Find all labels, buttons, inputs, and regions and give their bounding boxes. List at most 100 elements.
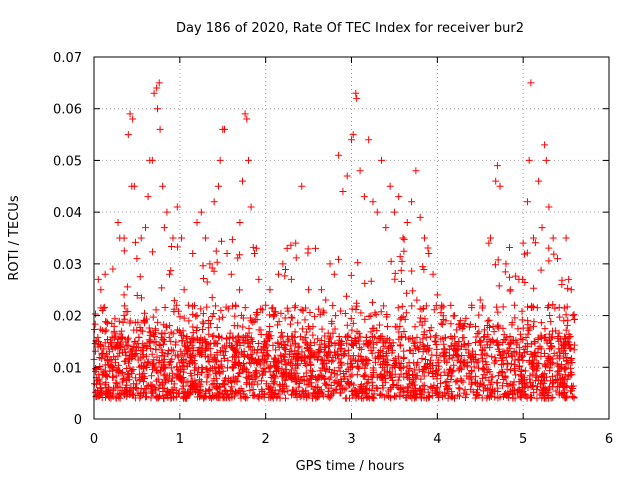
- data-point: [434, 356, 442, 364]
- data-point: [395, 193, 403, 201]
- data-point: [112, 342, 120, 350]
- data-point: [122, 308, 130, 316]
- data-point: [570, 393, 578, 401]
- data-point: [223, 250, 231, 258]
- data-point: [359, 383, 367, 391]
- data-point: [357, 309, 365, 317]
- data-point: [484, 385, 492, 393]
- data-point: [507, 340, 515, 348]
- data-point: [548, 380, 556, 388]
- data-point: [343, 321, 351, 329]
- data-point: [94, 275, 102, 283]
- data-point: [254, 308, 262, 316]
- data-point: [262, 301, 270, 309]
- data-point: [172, 393, 180, 401]
- data-point: [494, 388, 502, 396]
- data-point: [560, 354, 568, 362]
- data-point: [180, 286, 188, 294]
- data-point: [555, 303, 563, 311]
- data-point: [192, 312, 200, 320]
- data-point: [257, 305, 265, 313]
- data-point: [108, 340, 116, 348]
- data-point: [335, 332, 343, 340]
- data-point: [396, 322, 404, 330]
- data-point: [311, 313, 319, 321]
- data-point: [365, 312, 373, 320]
- data-point: [353, 94, 361, 102]
- data-point: [511, 356, 519, 364]
- data-point: [291, 339, 299, 347]
- data-point: [190, 357, 198, 365]
- data-point: [369, 371, 377, 379]
- data-point: [236, 218, 244, 226]
- data-point: [547, 344, 555, 352]
- data-point: [142, 389, 150, 397]
- data-point: [196, 336, 204, 344]
- data-point: [239, 323, 247, 331]
- data-point: [570, 315, 578, 323]
- data-point: [198, 348, 206, 356]
- data-point: [109, 265, 117, 273]
- data-point: [261, 355, 269, 363]
- data-point: [348, 360, 356, 368]
- data-point: [200, 393, 208, 401]
- data-points: [90, 79, 578, 402]
- data-point: [408, 267, 416, 275]
- data-point: [350, 381, 358, 389]
- data-point: [91, 320, 99, 328]
- data-point: [208, 294, 216, 302]
- data-point: [272, 308, 280, 316]
- data-point: [356, 344, 364, 352]
- data-point: [369, 298, 377, 306]
- data-point: [439, 303, 447, 311]
- data-point: [432, 332, 440, 340]
- data-point: [331, 348, 339, 356]
- y-tick-label: 0.05: [53, 154, 82, 169]
- data-point: [508, 337, 516, 345]
- data-point: [560, 389, 568, 397]
- data-point: [294, 344, 302, 352]
- data-point: [372, 311, 380, 319]
- data-point: [129, 342, 137, 350]
- data-point: [165, 333, 173, 341]
- data-point: [492, 177, 500, 185]
- data-point: [315, 305, 323, 313]
- data-point: [523, 340, 531, 348]
- data-point: [145, 358, 153, 366]
- data-point: [448, 393, 456, 401]
- data-point: [363, 386, 371, 394]
- data-point: [142, 363, 150, 371]
- data-point: [163, 323, 171, 331]
- data-point: [274, 367, 282, 375]
- data-point: [283, 244, 291, 252]
- data-point: [115, 317, 123, 325]
- data-point: [314, 335, 322, 343]
- data-point: [295, 383, 303, 391]
- data-point: [150, 383, 158, 391]
- data-point: [231, 377, 239, 385]
- data-point: [199, 262, 207, 270]
- data-point: [189, 250, 197, 258]
- data-point: [494, 308, 502, 316]
- data-point: [396, 253, 404, 261]
- data-point: [97, 286, 105, 294]
- data-point: [541, 385, 549, 393]
- data-point: [562, 234, 570, 242]
- data-point: [144, 193, 152, 201]
- data-point: [555, 337, 563, 345]
- data-point: [321, 364, 329, 372]
- data-point: [545, 203, 553, 211]
- data-point: [479, 374, 487, 382]
- data-point: [450, 361, 458, 369]
- data-point: [431, 337, 439, 345]
- data-point: [102, 378, 110, 386]
- data-point: [257, 346, 265, 354]
- data-point: [336, 336, 344, 344]
- data-point: [537, 352, 545, 360]
- data-point: [255, 275, 263, 283]
- data-point: [359, 394, 367, 402]
- data-point: [148, 360, 156, 368]
- data-point: [241, 110, 249, 118]
- data-point: [483, 368, 491, 376]
- data-point: [561, 365, 569, 373]
